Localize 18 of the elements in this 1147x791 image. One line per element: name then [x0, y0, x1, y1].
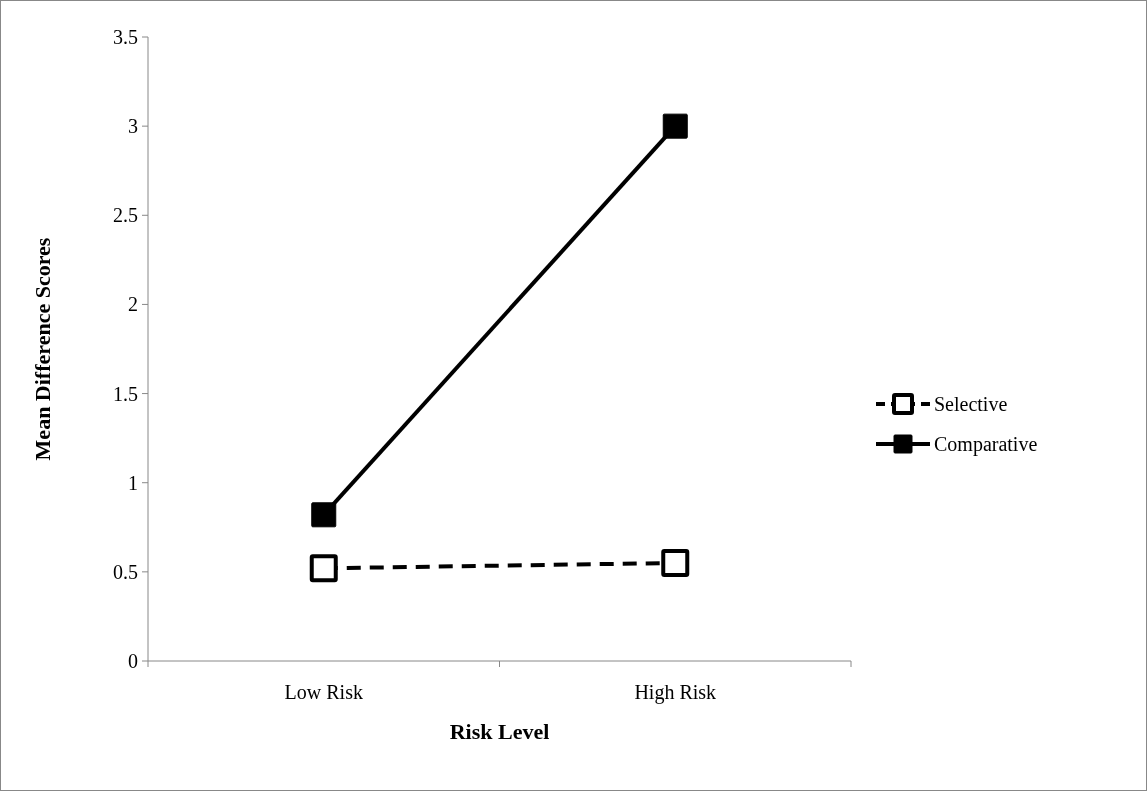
- y-tick-label: 0: [128, 650, 138, 672]
- point: [661, 548, 690, 577]
- point: [309, 554, 338, 583]
- y-tick-label: 3.5: [113, 26, 138, 48]
- point: [311, 502, 337, 528]
- x-axis-title: Risk Level: [449, 719, 550, 744]
- y-tick-label: 3: [128, 115, 138, 138]
- x-tick-label: High Risk: [634, 681, 717, 704]
- x-tick-label: Low Risk: [284, 681, 363, 703]
- y-tick-label: 0.5: [113, 560, 138, 583]
- point: [662, 113, 688, 139]
- y-tick-label: 1: [128, 471, 138, 494]
- y-tick-label: 2: [128, 293, 138, 316]
- y-axis-title: Mean Difference Scores: [30, 237, 55, 461]
- y-tick-label: 1.5: [113, 382, 138, 405]
- legend-label: Selective: [934, 393, 1008, 415]
- legend-label: Comparative: [934, 433, 1038, 456]
- y-tick-label: 2.5: [113, 204, 138, 227]
